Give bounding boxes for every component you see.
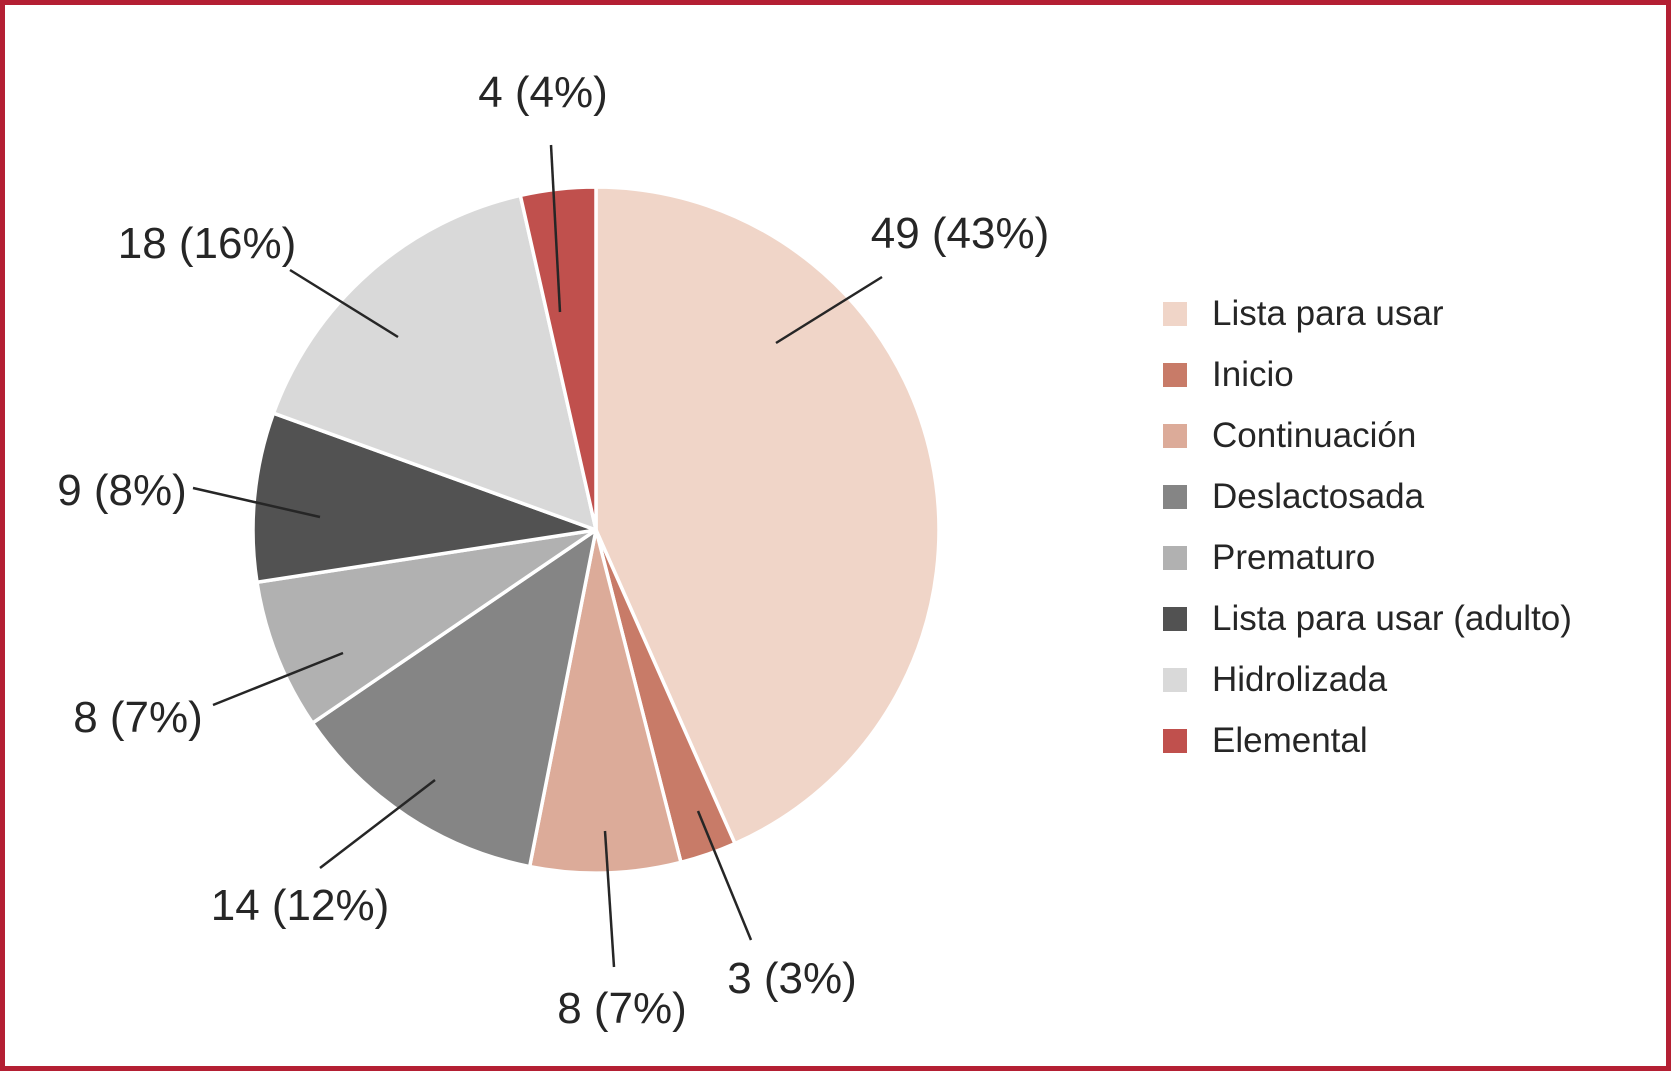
pie-slice-prematuro: [255, 528, 598, 725]
leader-line-hidrolizada: [289, 268, 399, 339]
slice-label-lista-para-usar: 49 (43%): [871, 209, 1050, 258]
leader-line-lista-para-usar-adulto: [192, 486, 321, 519]
legend-swatch-icon: [1163, 607, 1187, 631]
legend-item-continuación: Continuación: [1163, 416, 1572, 455]
legend-label: Continuación: [1212, 416, 1417, 455]
slice-label-elemental: 4 (4%): [478, 68, 608, 117]
legend-item-lista-para-usar-adulto: Lista para usar (adulto): [1163, 599, 1572, 638]
slice-label-continuación: 8 (7%): [557, 984, 687, 1033]
legend-swatch-icon: [1163, 729, 1187, 753]
legend-item-lista-para-usar: Lista para usar: [1163, 294, 1572, 333]
slice-label-deslactosada: 14 (12%): [211, 881, 390, 930]
leader-line-continuación: [603, 830, 616, 968]
legend-label: Inicio: [1212, 355, 1294, 394]
pie-slice-lista-para-usar-adulto: [251, 411, 598, 584]
pie-slice-elemental: [518, 185, 598, 532]
legend-label: Elemental: [1212, 721, 1368, 760]
legend-item-hidrolizada: Hidrolizada: [1163, 660, 1572, 699]
leader-line-inicio: [696, 810, 753, 941]
legend-swatch-icon: [1163, 424, 1187, 448]
pie-slice-lista-para-usar: [594, 185, 941, 846]
legend-swatch-icon: [1163, 302, 1187, 326]
legend-label: Lista para usar: [1212, 294, 1444, 333]
legend-swatch-icon: [1163, 485, 1187, 509]
legend-label: Hidrolizada: [1212, 660, 1388, 699]
legend-label: Prematuro: [1212, 538, 1376, 577]
pie-slice-continuación: [527, 528, 683, 875]
legend-label: Lista para usar (adulto): [1212, 599, 1572, 638]
slice-label-inicio: 3 (3%): [727, 954, 857, 1003]
leader-line-prematuro: [212, 651, 344, 707]
legend-swatch-icon: [1163, 546, 1187, 570]
legend-label: Deslactosada: [1212, 477, 1425, 516]
legend-item-prematuro: Prematuro: [1163, 538, 1572, 577]
leader-line-deslactosada: [319, 779, 436, 869]
pie-slice-deslactosada: [310, 528, 598, 869]
legend-item-deslactosada: Deslactosada: [1163, 477, 1572, 516]
pie-slice-hidrolizada: [271, 193, 598, 532]
slice-label-hidrolizada: 18 (16%): [118, 219, 297, 268]
pie-chart: 49 (43%) 3 (3%) 8 (7%) 14 (12%) 8 (7%) 9 (8%)…: [57, 68, 1050, 1033]
leader-line-elemental: [549, 144, 562, 313]
legend-item-elemental: Elemental: [1163, 721, 1572, 760]
leader-line-lista-para-usar: [775, 275, 883, 345]
slice-label-lista-para-usar-adulto: 9 (8%): [57, 466, 187, 515]
legend-swatch-icon: [1163, 363, 1187, 387]
legend-item-inicio: Inicio: [1163, 355, 1572, 394]
slice-label-prematuro: 8 (7%): [73, 693, 203, 742]
legend-swatch-icon: [1163, 668, 1187, 692]
legend: Lista para usar Inicio Continuación Deslact…: [1163, 294, 1572, 785]
